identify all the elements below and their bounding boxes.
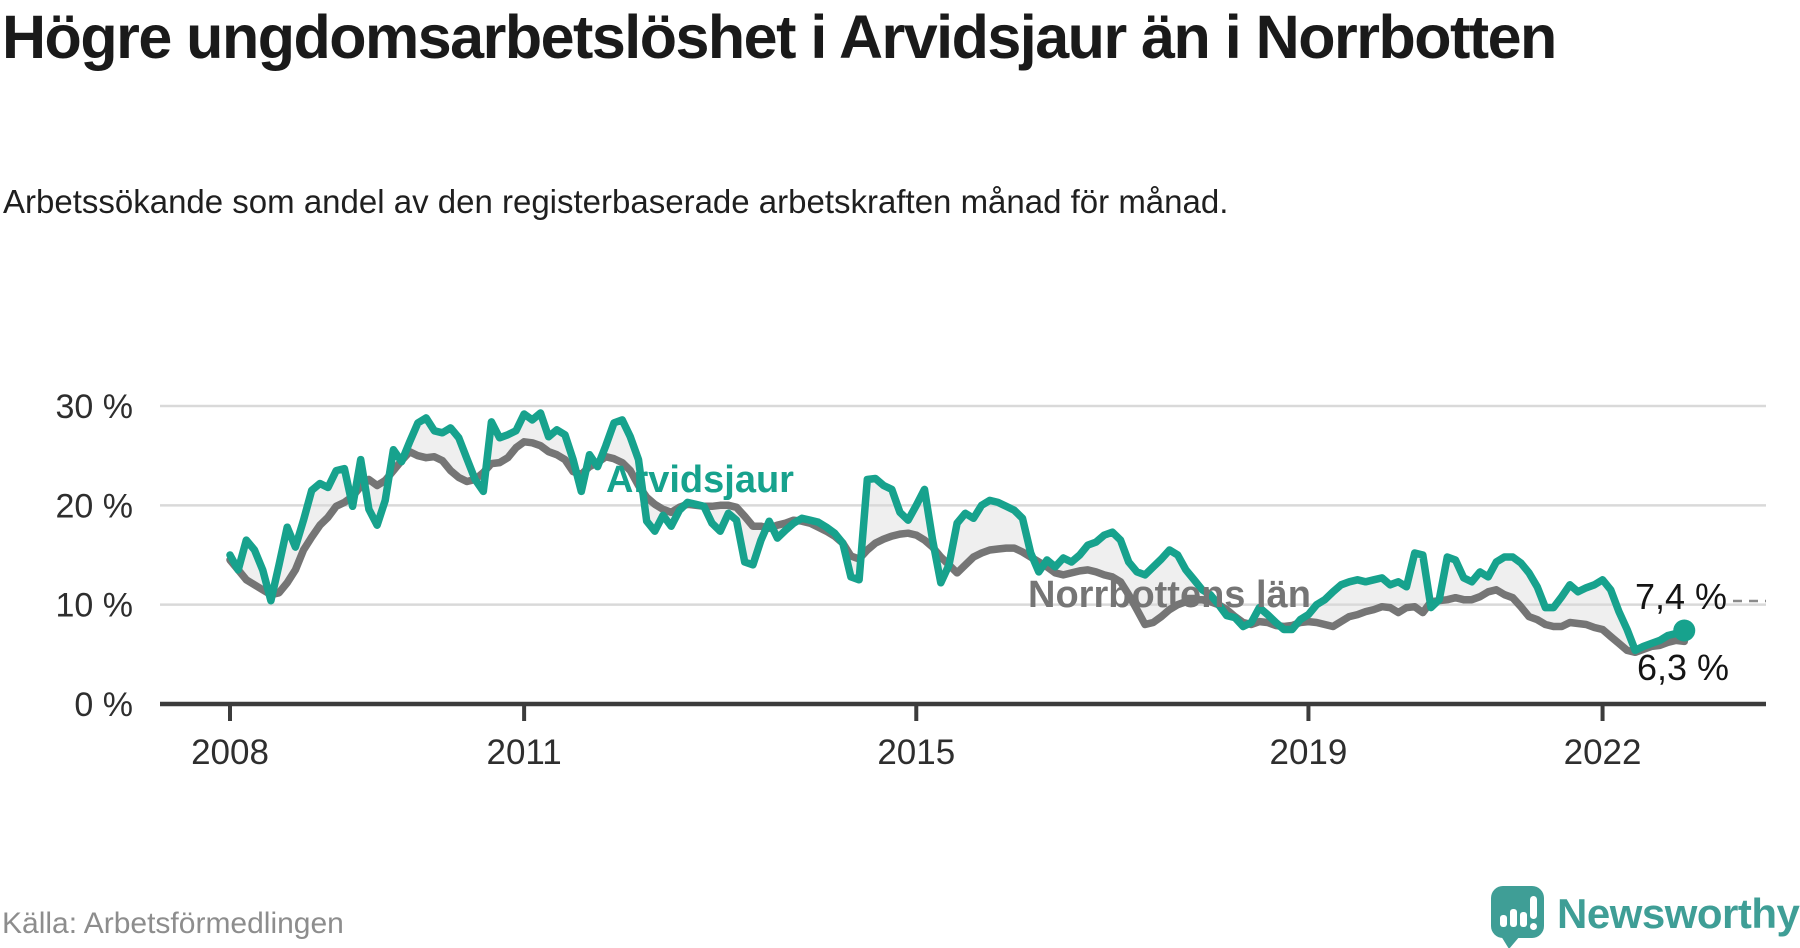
- x-axis-label: 2008: [191, 733, 269, 772]
- x-axis-label: 2015: [877, 733, 955, 772]
- x-axis-label: 2019: [1270, 733, 1348, 772]
- chart-subtitle: Arbetssökande som andel av den registerb…: [3, 183, 1229, 220]
- arvidsjaur-end-dot: [1673, 619, 1696, 642]
- chart-title: Högre ungdomsarbetslöshet i Arvidsjaur ä…: [2, 3, 1557, 71]
- y-axis-label: 20 %: [56, 487, 134, 525]
- newsworthy-logo: Newsworthy: [1491, 886, 1800, 948]
- y-axis-label: 30 %: [56, 388, 134, 426]
- norrbotten-last-value-label: 6,3 %: [1637, 647, 1730, 688]
- arvidsjaur-series-label: Arvidsjaur: [606, 459, 794, 501]
- norrbotten-series-label: Norrbottens län: [1028, 574, 1311, 616]
- newsworthy-wordmark: Newsworthy: [1557, 890, 1800, 937]
- arvidsjaur-last-value-label: 7,4 %: [1634, 576, 1727, 617]
- arvidsjaur-line: [226, 409, 1689, 655]
- y-axis-label: 0 %: [74, 686, 133, 724]
- bar-chart-speech-bubble-icon: [1491, 886, 1544, 948]
- x-axis-label: 2011: [486, 733, 561, 772]
- y-axis-label: 10 %: [56, 587, 134, 625]
- x-axis-label: 2022: [1564, 733, 1642, 772]
- source-text: Källa: Arbetsförmedlingen: [2, 907, 344, 940]
